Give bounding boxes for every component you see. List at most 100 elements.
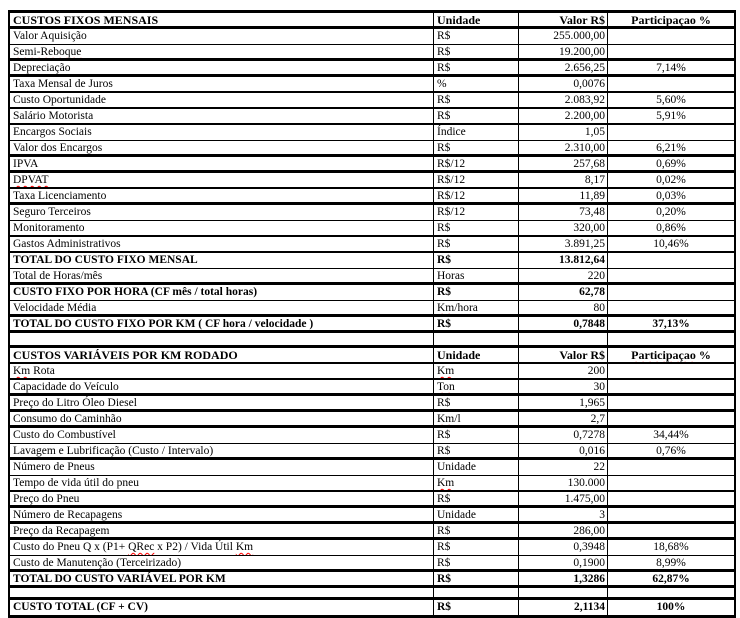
table-row: Valor dos Encargos R$ 2.310,00 6,21% <box>10 141 734 157</box>
row-label-cell: Salário Motorista <box>13 110 94 122</box>
row-label-cell: Tempo de vida útil do pneu <box>13 477 139 489</box>
table-row: Capacidade do Veículo Ton 30 <box>10 380 734 396</box>
row-unit-cell: R$ <box>433 540 518 555</box>
row-share-cell <box>607 125 734 140</box>
row-label-cell: CUSTOS FIXOS MENSAIS <box>13 13 159 26</box>
table-row: Seguro Terceiros R$/12 73,48 0,20% <box>10 205 734 221</box>
table-row: TOTAL DO CUSTO FIXO POR KM ( CF hora / v… <box>10 317 734 333</box>
table-row: Taxa Mensal de Juros% 0,0076 <box>10 77 734 93</box>
row-share-cell <box>607 301 734 314</box>
row-value-cell: 2.310,00 <box>518 141 607 154</box>
row-value-cell: 3.891,25 <box>518 237 607 251</box>
table-header-row: CUSTOS FIXOS MENSAIS Unidade Valor R$ Parti… <box>10 13 734 29</box>
row-value-cell: 1,965 <box>518 396 607 409</box>
row-label-cell: IPVA <box>13 158 39 170</box>
row-share-cell: 0,86% <box>607 221 734 235</box>
misspelling-underline: Km <box>437 302 455 314</box>
row-share-cell: 18,68% <box>607 540 734 555</box>
row-label-cell: Número de Pneus <box>13 461 95 473</box>
row-label-cell: CUSTO TOTAL (CF + CV) <box>13 601 148 613</box>
row-value-cell: 30 <box>518 380 607 393</box>
row-value-cell: 200 <box>518 364 607 378</box>
row-unit-cell: R$/12 <box>433 173 518 187</box>
row-value-cell: 0,0076 <box>518 77 607 91</box>
variable-costs-table: CUSTOS VARIÁVEIS POR KM RODADO Unidade Val… <box>8 345 736 588</box>
row-value-cell: Valor R$ <box>518 348 607 362</box>
row-share-cell <box>607 285 734 300</box>
row-value-cell: 1,05 <box>518 125 607 140</box>
row-value-cell: 2.083,92 <box>518 93 607 107</box>
table-row: Consumo do Caminhão Km/l 2,7 <box>10 412 734 428</box>
table-header-row: CUSTOS VARIÁVEIS POR KM RODADO Unidade Val… <box>10 348 734 364</box>
table-row: Preço do Litro Óleo Diesel R$ 1,965 <box>10 396 734 412</box>
row-value-cell: 0,016 <box>518 444 607 457</box>
text-segment: Custo do Pneu Q x (P1+ <box>13 541 129 553</box>
row-unit-cell: Km <box>433 476 518 490</box>
misspelling-underline: Semi-Reboque <box>13 46 82 58</box>
row-share-cell: 10,46% <box>607 237 734 251</box>
table-row: Monitoramento R$ 320,00 0,86% <box>10 221 734 237</box>
row-value-cell: 19.200,00 <box>518 45 607 58</box>
row-share-cell <box>607 77 734 91</box>
row-label-cell: TOTAL DO CUSTO FIXO POR KM ( CF hora / v… <box>13 318 314 330</box>
row-unit-cell: R$ <box>433 444 518 457</box>
text-segment: % <box>695 13 711 26</box>
misspelling-underline: Km <box>235 541 254 553</box>
misspelling-underline: Km <box>437 413 455 425</box>
row-value-cell: 320,00 <box>518 221 607 235</box>
row-unit-cell: R$/12 <box>433 157 518 170</box>
row-share-cell <box>607 524 734 537</box>
row-label-cell: Depreciação <box>13 62 71 74</box>
row-label-cell: Lavagem e Lubrificação (Custo / Interval… <box>13 445 214 457</box>
row-value-cell: 3 <box>518 508 607 521</box>
row-value-cell: 1,3286 <box>518 572 607 585</box>
row-share-cell <box>607 508 734 521</box>
row-share-cell <box>607 396 734 409</box>
table-row: Km Rota Km 200 <box>10 364 734 380</box>
text-segment: % <box>695 348 711 362</box>
row-share-cell: 5,91% <box>607 109 734 123</box>
row-unit-cell: Unidade <box>433 508 518 521</box>
row-share-cell <box>607 476 734 490</box>
row-share-cell: 6,21% <box>607 141 734 154</box>
misspelling-underline: Km <box>437 477 455 489</box>
row-share-cell: 34,44% <box>607 428 734 443</box>
row-value-cell: 22 <box>518 460 607 475</box>
row-value-cell: 130.000 <box>518 476 607 490</box>
row-value-cell: 0,1900 <box>518 556 607 569</box>
row-unit-cell: Unidade <box>433 460 518 475</box>
row-label-cell: TOTAL DO CUSTO FIXO MENSAL <box>13 254 198 266</box>
row-unit-cell: Km/hora <box>433 301 518 314</box>
fixed-costs-table: CUSTOS FIXOS MENSAIS Unidade Valor R$ Parti… <box>8 10 736 333</box>
row-value-cell: 2,1134 <box>518 600 607 615</box>
row-unit-cell: R$ <box>433 600 518 615</box>
misspelling-underline: Participaçao <box>631 13 696 26</box>
row-value-cell: 2.656,25 <box>518 61 607 74</box>
row-value-cell: 2,7 <box>518 412 607 425</box>
row-value-cell: 0,7848 <box>518 317 607 330</box>
row-share-cell: 62,87% <box>607 572 734 585</box>
row-share-cell <box>607 45 734 58</box>
table-row: Encargos Sociais Índice 1,05 <box>10 125 734 141</box>
row-share-cell: 0,76% <box>607 444 734 457</box>
row-share-cell <box>607 253 734 268</box>
row-unit-cell: R$ <box>433 492 518 505</box>
table-row: Número de Recapagens Unidade 3 <box>10 508 734 524</box>
row-unit-cell: R$ <box>433 253 518 268</box>
table-row: Velocidade Média Km/hora 80 <box>10 301 734 317</box>
row-value-cell: 73,48 <box>518 205 607 220</box>
row-value-cell: 8,17 <box>518 173 607 187</box>
row-share-cell <box>607 380 734 393</box>
row-share-cell <box>607 29 734 44</box>
table-row: CUSTO FIXO POR HORA (CF mês / total hora… <box>10 285 734 301</box>
row-unit-cell: R$ <box>433 285 518 300</box>
table-row: DPVAT R$/12 8,17 0,02% <box>10 173 734 189</box>
table-row: Custo Oportunidade R$ 2.083,92 5,60% <box>10 93 734 109</box>
row-label-cell: Velocidade Média <box>13 302 97 314</box>
row-label-cell: Consumo do Caminhão <box>13 413 122 425</box>
row-label-cell: Número de Recapagens <box>13 509 123 521</box>
table-row: CUSTO TOTAL (CF + CV) R$ 2,1134 100% <box>10 600 734 618</box>
table-gap-row <box>8 333 736 345</box>
table-row: Preço da Recapagem R$ 286,00 <box>10 524 734 540</box>
cost-spreadsheet: CUSTOS FIXOS MENSAIS Unidade Valor R$ Parti… <box>8 10 736 618</box>
